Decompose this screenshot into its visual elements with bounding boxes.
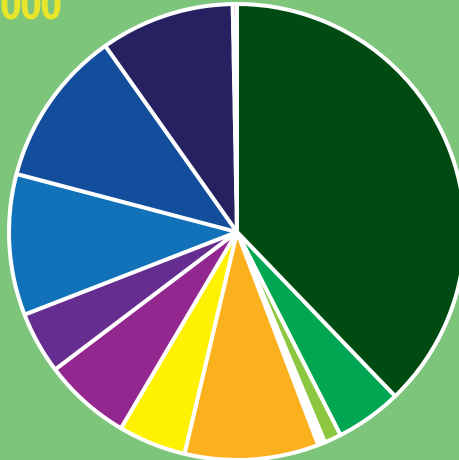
corner-number-label: 000 (0, 0, 62, 29)
pie-slice-10 (14, 43, 239, 234)
pie-slice-5 (182, 230, 321, 460)
pie-slice-1 (235, 2, 459, 399)
pie-slice-9 (7, 171, 239, 317)
pie-slice-12 (230, 1, 239, 234)
pie-slice-11 (103, 2, 239, 234)
